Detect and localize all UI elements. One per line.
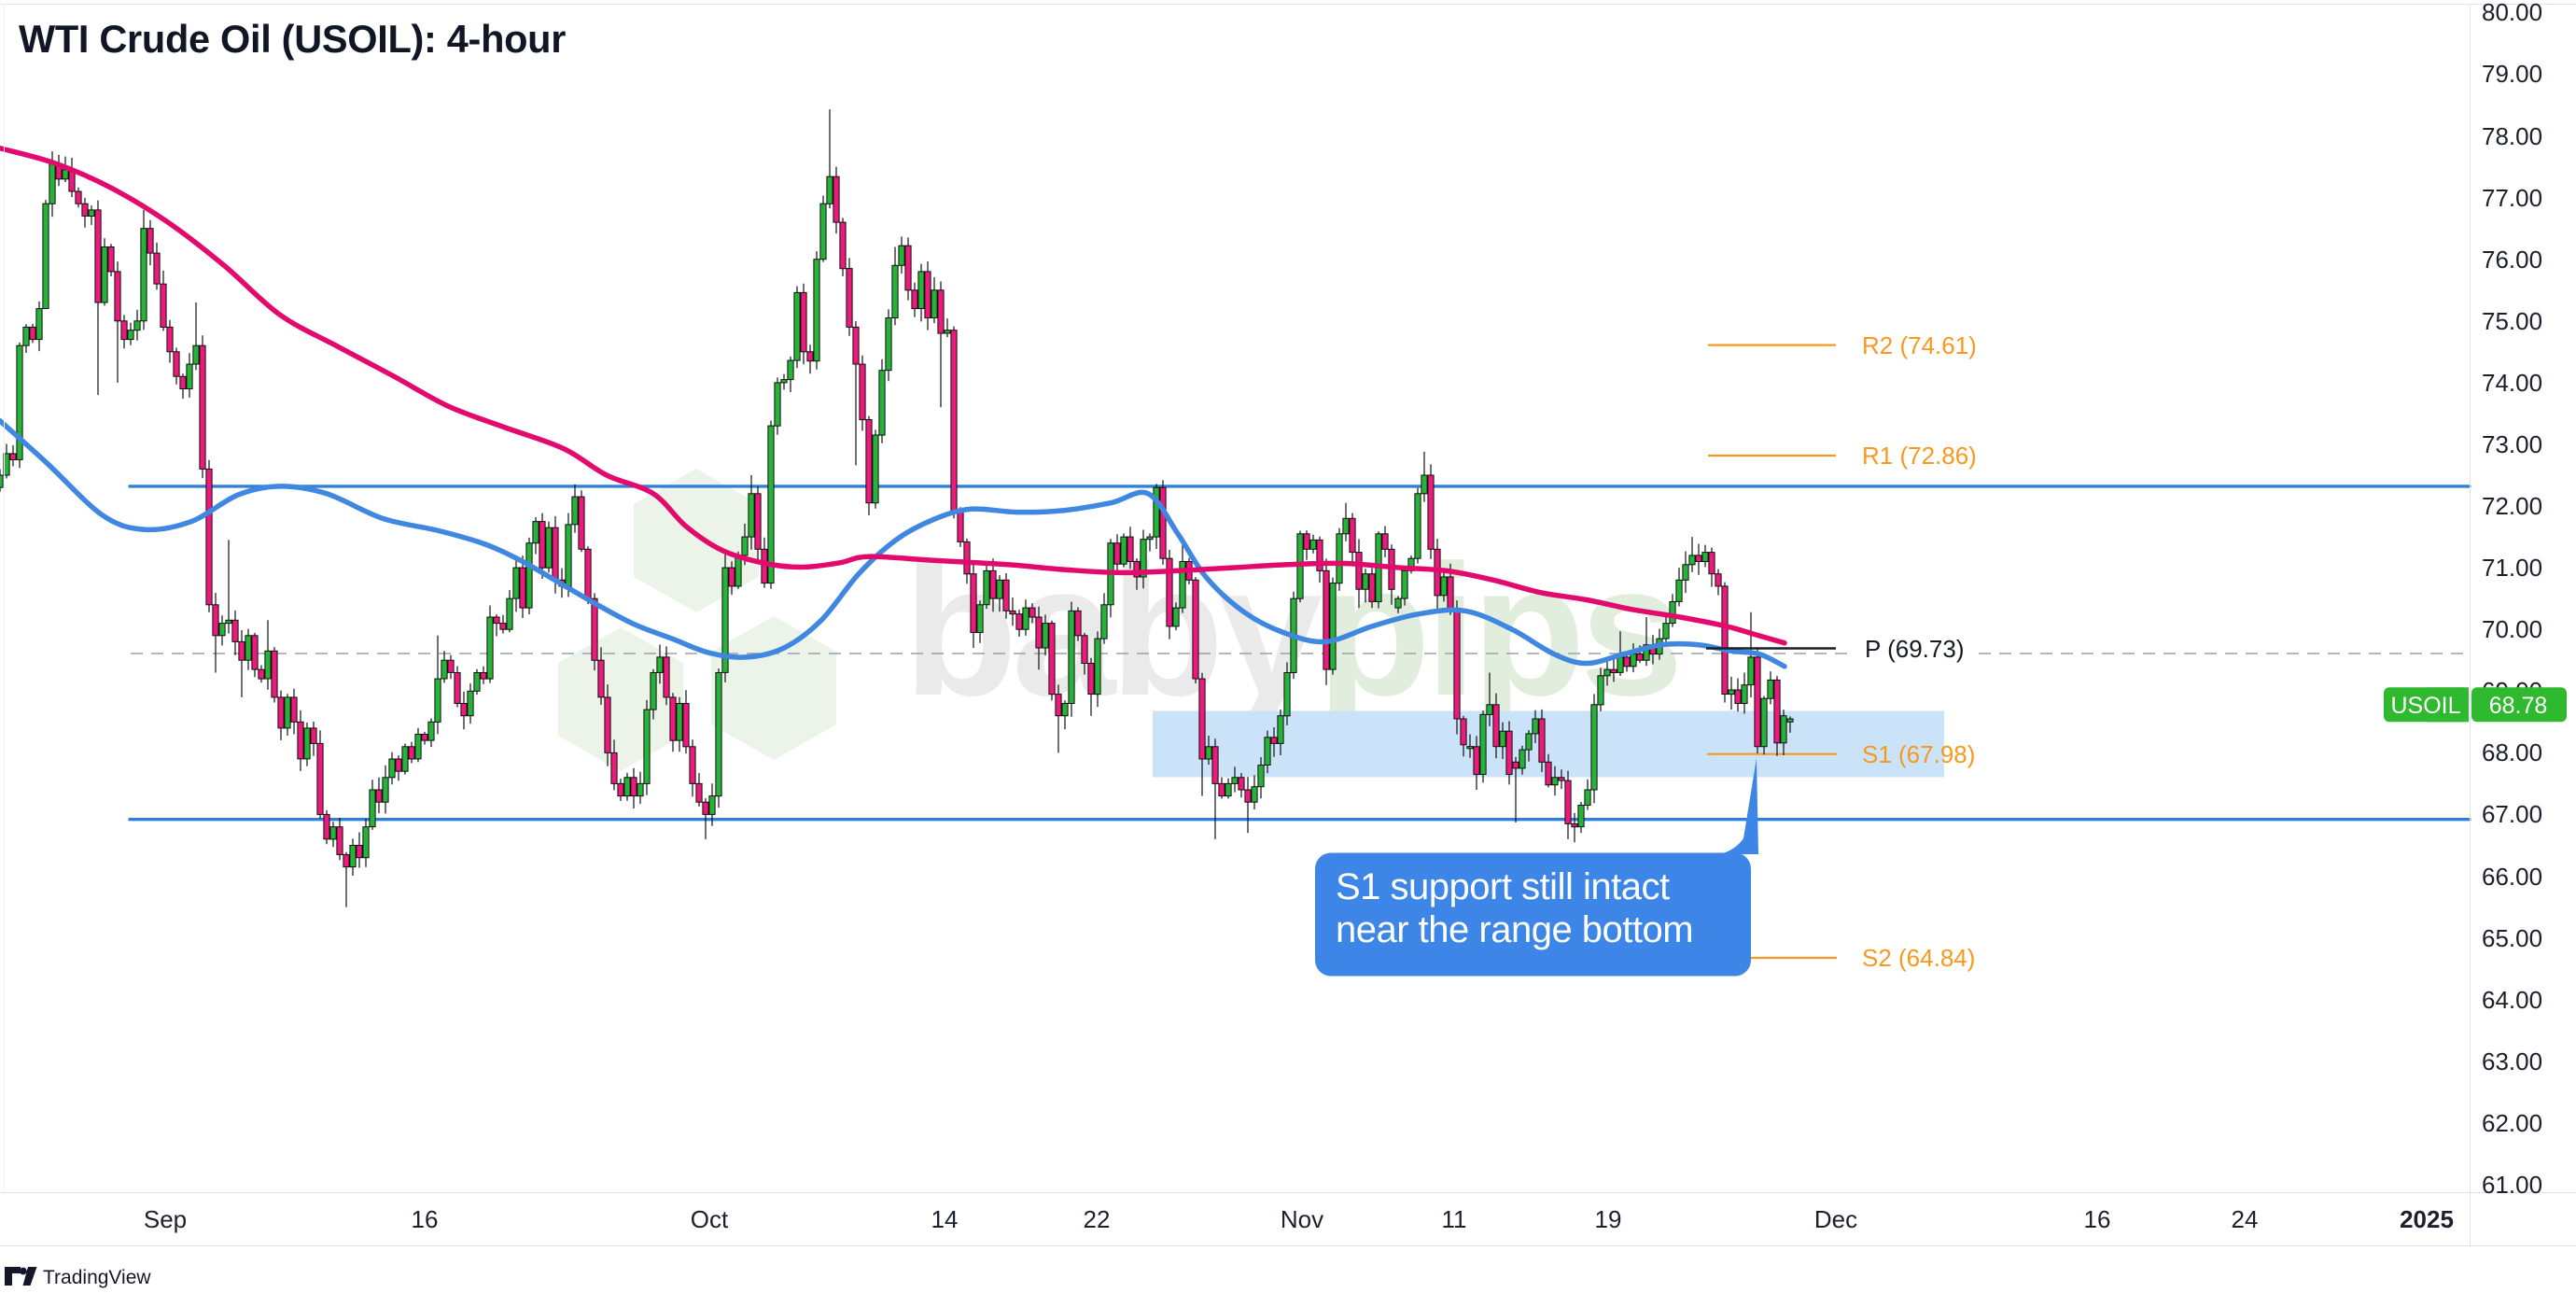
svg-text:80.00: 80.00: [2482, 0, 2542, 26]
svg-text:14: 14: [931, 1205, 959, 1233]
svg-text:R1 (72.86): R1 (72.86): [1862, 442, 1977, 470]
svg-text:S2 (64.84): S2 (64.84): [1862, 944, 1975, 972]
svg-text:11: 11: [1442, 1205, 1467, 1233]
svg-text:S1 (67.98): S1 (67.98): [1862, 740, 1975, 768]
svg-text:79.00: 79.00: [2482, 60, 2542, 88]
svg-text:75.00: 75.00: [2482, 307, 2542, 335]
svg-text:2025: 2025: [2400, 1205, 2454, 1233]
svg-text:Nov: Nov: [1281, 1205, 1323, 1233]
svg-text:R2 (74.61): R2 (74.61): [1862, 331, 1977, 359]
svg-text:71.00: 71.00: [2482, 554, 2542, 582]
svg-text:77.00: 77.00: [2482, 184, 2542, 212]
svg-text:66.00: 66.00: [2482, 863, 2542, 891]
svg-text:19: 19: [1595, 1205, 1622, 1233]
svg-text:Oct: Oct: [691, 1205, 729, 1233]
svg-text:USOIL: USOIL: [2390, 693, 2460, 719]
svg-text:62.00: 62.00: [2482, 1109, 2542, 1137]
svg-text:P (69.73): P (69.73): [1865, 635, 1964, 663]
svg-text:WTI Crude Oil (USOIL): 4-hour: WTI Crude Oil (USOIL): 4-hour: [19, 17, 566, 61]
svg-text:64.00: 64.00: [2482, 986, 2542, 1014]
svg-text:73.00: 73.00: [2482, 430, 2542, 458]
svg-text:24: 24: [2232, 1205, 2259, 1233]
svg-text:16: 16: [412, 1205, 439, 1233]
svg-text:TradingView: TradingView: [43, 1267, 151, 1288]
svg-text:74.00: 74.00: [2482, 369, 2542, 397]
svg-text:22: 22: [1084, 1205, 1111, 1233]
svg-text:78.00: 78.00: [2482, 122, 2542, 150]
svg-text:near the range bottom: near the range bottom: [1336, 909, 1693, 950]
svg-text:68.78: 68.78: [2489, 693, 2548, 719]
svg-text:61.00: 61.00: [2482, 1171, 2542, 1199]
svg-text:72.00: 72.00: [2482, 492, 2542, 520]
svg-text:Dec: Dec: [1814, 1205, 1857, 1233]
svg-text:70.00: 70.00: [2482, 615, 2542, 643]
svg-text:65.00: 65.00: [2482, 924, 2542, 952]
svg-text:S1 support still intact: S1 support still intact: [1336, 866, 1670, 907]
svg-text:16: 16: [2084, 1205, 2111, 1233]
svg-text:67.00: 67.00: [2482, 800, 2542, 828]
svg-text:63.00: 63.00: [2482, 1047, 2542, 1075]
svg-text:Sep: Sep: [144, 1205, 187, 1233]
svg-text:76.00: 76.00: [2482, 246, 2542, 274]
svg-text:68.00: 68.00: [2482, 738, 2542, 766]
